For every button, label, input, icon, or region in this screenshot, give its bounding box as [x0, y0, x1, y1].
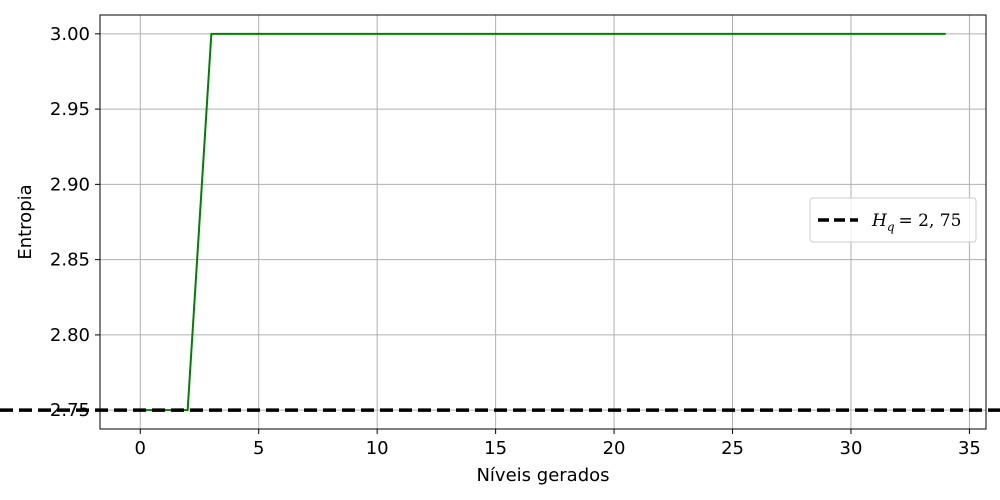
y-tick-label: 2.80	[50, 325, 90, 346]
series-line	[140, 32, 946, 412]
x-tick-label: 30	[840, 438, 863, 459]
legend: Hq = 2, 75	[809, 197, 977, 243]
x-tick-label: 20	[603, 438, 626, 459]
y-tick-label: 3.00	[50, 24, 90, 45]
y-axis-label: Entropia	[15, 184, 36, 259]
y-tick-label: 2.90	[50, 174, 90, 195]
x-tick-label: 15	[484, 438, 507, 459]
x-axis-label: Níveis gerados	[476, 465, 609, 486]
x-tick-label: 10	[366, 438, 389, 459]
y-tick-label: 2.85	[50, 250, 90, 271]
y-tick-label: 2.95	[50, 99, 90, 120]
series-layer	[140, 32, 946, 412]
x-tick-label: 5	[253, 438, 264, 459]
legend-box	[809, 197, 977, 243]
x-ticks: 0 5 10 15 20 25 30 35	[135, 429, 981, 459]
x-tick-label: 0	[135, 438, 146, 459]
legend-label-symbol: H	[871, 211, 888, 231]
legend-label-value: = 2, 75	[899, 211, 962, 231]
x-tick-label: 25	[721, 438, 744, 459]
legend-label-subscript: q	[887, 220, 895, 234]
legend-label: Hq = 2, 75	[871, 211, 961, 234]
y-tick-label: 2.75	[50, 400, 90, 421]
y-ticks: 2.75 2.80 2.85 2.90 2.95 3.00	[50, 24, 100, 421]
plot-frame	[99, 14, 987, 430]
x-tick-label: 35	[958, 438, 981, 459]
